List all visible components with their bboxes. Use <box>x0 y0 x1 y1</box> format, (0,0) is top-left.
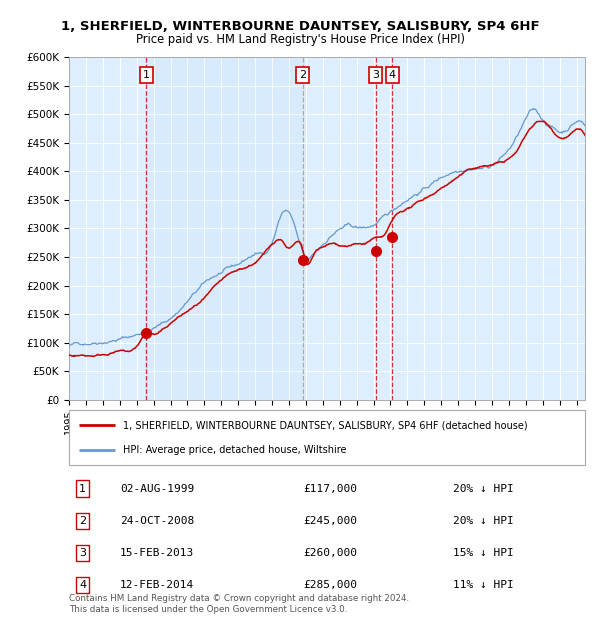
Text: 2: 2 <box>299 70 306 81</box>
Text: 20% ↓ HPI: 20% ↓ HPI <box>453 516 514 526</box>
Text: 4: 4 <box>389 70 396 81</box>
Text: 1: 1 <box>143 70 150 81</box>
Text: 3: 3 <box>79 548 86 558</box>
FancyBboxPatch shape <box>69 410 585 465</box>
Text: HPI: Average price, detached house, Wiltshire: HPI: Average price, detached house, Wilt… <box>123 445 347 455</box>
Text: Price paid vs. HM Land Registry's House Price Index (HPI): Price paid vs. HM Land Registry's House … <box>136 33 464 46</box>
Text: 15% ↓ HPI: 15% ↓ HPI <box>453 548 514 558</box>
Text: 1: 1 <box>79 484 86 494</box>
Text: Contains HM Land Registry data © Crown copyright and database right 2024.: Contains HM Land Registry data © Crown c… <box>69 593 409 603</box>
Text: £245,000: £245,000 <box>303 516 357 526</box>
Text: 1, SHERFIELD, WINTERBOURNE DAUNTSEY, SALISBURY, SP4 6HF: 1, SHERFIELD, WINTERBOURNE DAUNTSEY, SAL… <box>61 20 539 33</box>
Text: 24-OCT-2008: 24-OCT-2008 <box>120 516 194 526</box>
Text: 12-FEB-2014: 12-FEB-2014 <box>120 580 194 590</box>
Text: This data is licensed under the Open Government Licence v3.0.: This data is licensed under the Open Gov… <box>69 604 347 614</box>
Text: 15-FEB-2013: 15-FEB-2013 <box>120 548 194 558</box>
Text: 4: 4 <box>79 580 86 590</box>
Text: 2: 2 <box>79 516 86 526</box>
Text: 3: 3 <box>372 70 379 81</box>
Text: £117,000: £117,000 <box>303 484 357 494</box>
Text: £260,000: £260,000 <box>303 548 357 558</box>
Text: 11% ↓ HPI: 11% ↓ HPI <box>453 580 514 590</box>
Text: 02-AUG-1999: 02-AUG-1999 <box>120 484 194 494</box>
Bar <box>146 57 302 400</box>
Text: 20% ↓ HPI: 20% ↓ HPI <box>453 484 514 494</box>
Text: £285,000: £285,000 <box>303 580 357 590</box>
Text: 1, SHERFIELD, WINTERBOURNE DAUNTSEY, SALISBURY, SP4 6HF (detached house): 1, SHERFIELD, WINTERBOURNE DAUNTSEY, SAL… <box>123 420 528 430</box>
